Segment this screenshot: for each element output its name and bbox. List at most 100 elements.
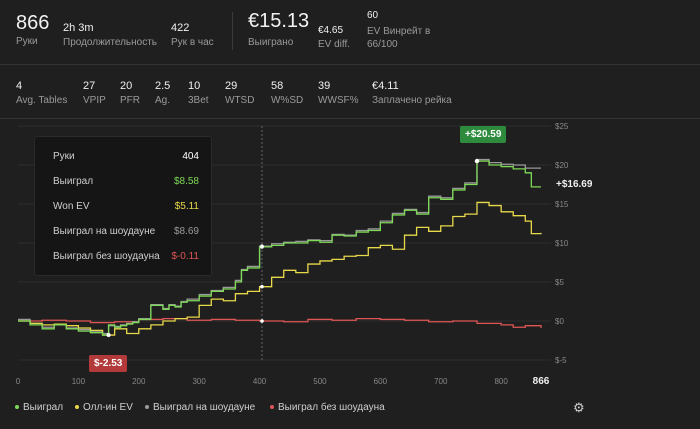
stat-rake: €4.11 Заплачено рейка: [372, 80, 452, 106]
ev-diff-stat: €4.65 EV diff.: [318, 25, 350, 50]
hover-dot: [260, 284, 264, 289]
stat-label: 3Bet: [188, 95, 209, 106]
stat-label: Avg. Tables: [16, 95, 68, 106]
tooltip-value: 404: [182, 151, 199, 162]
tooltip-value: $-0.11: [171, 251, 199, 262]
ev-diff-value: €4.65: [318, 25, 344, 36]
legend-dot: [270, 405, 274, 410]
x-tick-label: 500: [313, 377, 327, 386]
header-divider: [232, 12, 233, 50]
stat-wwsf: 39 WWSF%: [318, 80, 359, 106]
legend-dot: [75, 405, 79, 410]
y-tick-label: $0: [555, 317, 564, 326]
x-tick-label: 300: [192, 377, 206, 386]
hands-value: 866: [16, 12, 50, 34]
stat-value: 20: [120, 80, 133, 92]
y-tick-label: $25: [555, 122, 569, 131]
stat-value: 10: [188, 80, 201, 92]
stat-value: 2.5: [155, 80, 171, 92]
legend-item-showdown[interactable]: Выиграл на шоудауне: [145, 402, 255, 413]
stat-wsd: 58 W%SD: [271, 80, 303, 106]
x-tick-label: 800: [494, 377, 508, 386]
stat-label: VPIP: [83, 95, 106, 106]
series-line: [18, 201, 542, 336]
legend-label: Выиграл на шоудауне: [153, 402, 256, 413]
stat-label: W%SD: [271, 95, 304, 106]
stats-divider: [0, 118, 700, 119]
hover-dot: [260, 244, 264, 248]
top-divider: [0, 64, 700, 65]
tooltip-label: Won EV: [53, 201, 90, 212]
tooltip-label: Выиграл без шоудауна: [53, 251, 160, 262]
won-value: €15.13: [248, 10, 310, 32]
tooltip-label: Руки: [53, 151, 75, 162]
ev-winrate-stat: 60 EV Винрейт в 66/100: [367, 10, 430, 50]
ev-winrate-label-2: 66/100: [367, 39, 398, 50]
stat-value: €4.11: [372, 80, 399, 92]
stat-value: 39: [318, 80, 331, 92]
x-tick-label: 700: [434, 377, 448, 386]
y-tick-label: $5: [555, 278, 564, 287]
y-tick-label: $-5: [555, 356, 567, 365]
won-stat: €15.13 Выиграно: [248, 10, 309, 48]
x-tick-label: 0: [16, 377, 21, 386]
max-badge: +$20.59: [460, 126, 507, 143]
stat-label: Заплачено рейка: [372, 95, 452, 106]
gear-icon[interactable]: ⚙: [573, 400, 585, 415]
end-value-label: +$16.69: [556, 179, 593, 190]
hands-stat: 866 Руки: [16, 12, 49, 47]
hover-dot: [260, 319, 264, 323]
duration-label: Продолжительность: [63, 37, 157, 48]
series-line: [18, 318, 542, 329]
duration-stat: 2h 3m Продолжительность: [63, 22, 157, 48]
series-line: [18, 160, 541, 336]
hands-per-hour-value: 422: [171, 22, 190, 34]
tooltip-value: $8.58: [173, 176, 199, 187]
legend-label: Выиграл: [23, 402, 64, 413]
legend-dot: [145, 405, 149, 410]
stat-label: Ag.: [155, 95, 171, 106]
stat-label: PFR: [120, 95, 140, 106]
won-label: Выиграно: [248, 37, 294, 48]
stat-ag: 2.5 Ag.: [155, 80, 170, 106]
tooltip-label: Выиграл: [53, 176, 94, 187]
x-tick-label: 200: [132, 377, 146, 386]
stat-3bet: 10 3Bet: [188, 80, 209, 106]
y-tick-label: $20: [555, 161, 569, 170]
ev-winrate-label-1: EV Винрейт в: [367, 26, 431, 37]
stat-wtsd: 29 WTSD: [225, 80, 254, 106]
tooltip-value: $8.69: [173, 226, 199, 237]
tooltip-value: $5.11: [174, 201, 199, 212]
y-tick-label: $15: [555, 200, 569, 209]
ev-diff-label: EV diff.: [318, 39, 351, 50]
stat-value: 29: [225, 80, 238, 92]
stat-label: WTSD: [225, 95, 255, 106]
hands-label: Руки: [16, 36, 38, 47]
stat-value: 58: [271, 80, 284, 92]
max-marker: [474, 158, 480, 164]
x-end-label: 866: [533, 376, 550, 387]
stat-vpip: 27 VPIP: [83, 80, 106, 106]
legend-dot: [15, 405, 19, 410]
x-tick-label: 600: [374, 377, 388, 386]
chart-tooltip: Руки 404 Выиграл $8.58 Won EV $5.11 Выиг…: [34, 136, 212, 276]
y-tick-label: $10: [555, 239, 569, 248]
legend-label: Олл-ин EV: [83, 402, 133, 413]
min-badge: $-2.53: [89, 355, 128, 372]
legend-item-won[interactable]: Выиграл: [15, 402, 63, 413]
legend-item-non-showdown[interactable]: Выиграл без шоудауна: [270, 402, 385, 413]
hands-per-hour-stat: 422 Рук в час: [171, 22, 214, 48]
stat-label: WWSF%: [318, 95, 359, 106]
duration-value: 2h 3m: [63, 22, 94, 34]
stat-value: 27: [83, 80, 96, 92]
legend-item-allin-ev[interactable]: Олл-ин EV: [75, 402, 133, 413]
stat-pfr: 20 PFR: [120, 80, 140, 106]
min-marker: [106, 333, 111, 338]
tooltip-label: Выиграл на шоудауне: [53, 226, 156, 237]
stat-value: 4: [16, 80, 23, 92]
x-tick-label: 100: [72, 377, 86, 386]
legend-label: Выиграл без шоудауна: [278, 402, 385, 413]
x-tick-label: 400: [253, 377, 267, 386]
hands-per-hour-label: Рук в час: [171, 37, 214, 48]
stat-avg-tables: 4 Avg. Tables: [16, 80, 67, 106]
